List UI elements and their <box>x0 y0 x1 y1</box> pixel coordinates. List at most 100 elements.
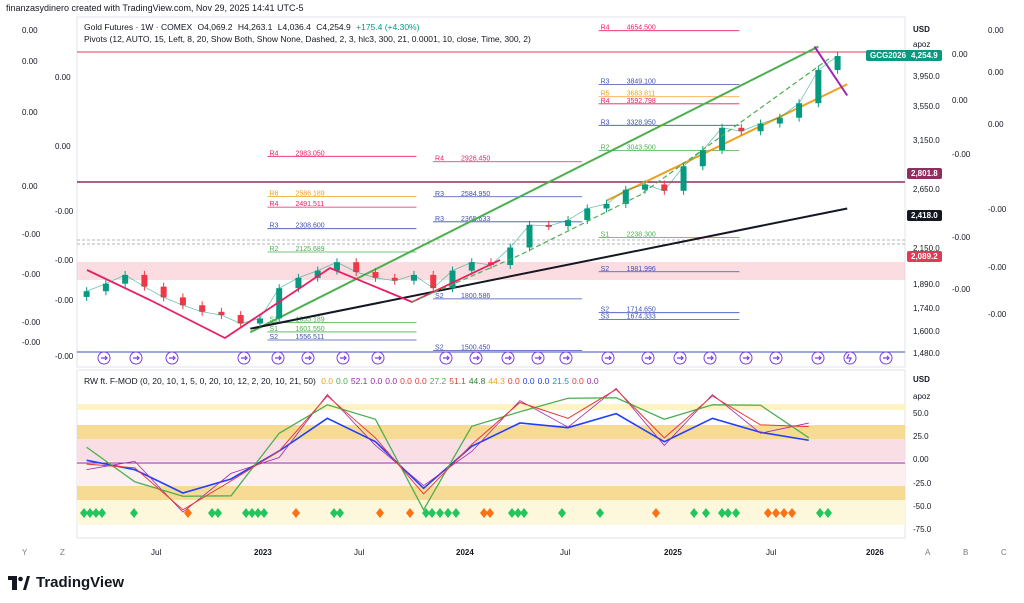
pivot-value: 1601.550 <box>295 326 324 333</box>
osc-marker <box>406 508 414 518</box>
osc-legend-value: 0.0 <box>370 376 383 386</box>
pivot-tag: R4 <box>601 98 610 105</box>
osc-marker <box>444 508 452 518</box>
candle-body <box>314 270 321 278</box>
signal-arrow-glyph <box>815 355 822 361</box>
signal-arrow-glyph <box>305 355 312 361</box>
pivot-value: 3043.500 <box>627 145 656 152</box>
osc-legend-value: 0.0 <box>586 376 599 386</box>
pivot-value: 2491.511 <box>295 201 324 208</box>
candle-body <box>468 262 475 271</box>
osc-legend-value: 52.1 <box>350 376 368 386</box>
signal-arrows <box>97 351 893 365</box>
signal-arrow-glyph <box>169 355 176 361</box>
price-tick: 2,650.0 <box>913 184 940 194</box>
pivot-tag: R3 <box>601 78 610 85</box>
price-badge-value: 2,418.0 <box>907 209 942 221</box>
candle-body <box>622 189 629 204</box>
osc-marker <box>718 508 726 518</box>
trendline[interactable] <box>249 45 819 334</box>
pivot-tag: S2 <box>269 334 278 341</box>
pivot-value: 2983.050 <box>295 150 324 157</box>
trendlines <box>249 45 849 334</box>
candle-body <box>102 283 109 292</box>
osc-marker <box>98 508 106 518</box>
price-badge-value: 2,801.8 <box>907 168 942 179</box>
pivot-tag: R2 <box>601 145 610 152</box>
candle-body <box>661 184 668 191</box>
time-label: 2023 <box>254 548 272 557</box>
pivot-value: 1674.333 <box>627 313 656 320</box>
side-label-left: -0.00 <box>55 256 74 265</box>
candle-body <box>276 288 283 319</box>
osc-tick: 0.00 <box>913 455 929 465</box>
price-tick: 1,890.0 <box>913 280 940 290</box>
signal-arrow-glyph <box>645 355 652 361</box>
osc-legend-value: 0.0 <box>537 376 550 386</box>
side-label-right: -0.00 <box>952 150 971 159</box>
signal-arrow-glyph <box>846 353 852 363</box>
tradingview-logo[interactable]: TradingView <box>8 574 124 591</box>
osc-marker <box>214 508 222 518</box>
osc-legend-value: 0.0 <box>414 376 427 386</box>
candle-body <box>199 305 206 312</box>
osc-legend-value: 27.2 <box>429 376 447 386</box>
time-label: 2025 <box>664 548 682 557</box>
osc-marker <box>336 508 344 518</box>
side-label-left: -0.00 <box>55 296 74 305</box>
osc-marker <box>788 508 796 518</box>
candle-body <box>295 277 302 289</box>
osc-marker <box>702 508 710 518</box>
pivot-tag: S2 <box>435 344 444 351</box>
osc-tick: -75.0 <box>913 525 932 535</box>
time-label: Jul <box>560 548 571 557</box>
pivot-tag: R5 <box>601 91 610 98</box>
price-tick: 1,600.0 <box>913 327 940 337</box>
signal-arrow-glyph <box>275 355 282 361</box>
pivot-tag: S3 <box>601 313 610 320</box>
osc-tick: -25.0 <box>913 478 932 488</box>
candle-body <box>410 274 417 281</box>
signal-arrow-glyph <box>773 355 780 361</box>
candle-body <box>449 270 456 289</box>
time-label: Jul <box>354 548 365 557</box>
signal-arrow-glyph <box>473 355 480 361</box>
osc-marker <box>772 508 780 518</box>
pivot-tag: R3 <box>435 191 444 198</box>
osc-legend-value: 0.0 <box>385 376 398 386</box>
osc-marker <box>330 508 338 518</box>
side-label-right: -0.00 <box>988 205 1007 214</box>
candle-body <box>507 247 514 265</box>
price-tick: 3,150.0 <box>913 135 940 145</box>
pivot-value: 2584.950 <box>461 191 490 198</box>
osc-marker <box>184 508 192 518</box>
osc-marker <box>764 508 772 518</box>
candle-body <box>719 127 726 151</box>
side-label-left: 0.00 <box>55 73 71 82</box>
side-label-right: 0.00 <box>988 68 1004 77</box>
pivot-tag: S1 <box>601 231 610 238</box>
oscillator-series <box>86 387 810 513</box>
signal-arrow-glyph <box>101 355 108 361</box>
candle-body <box>333 262 340 271</box>
trendline[interactable] <box>250 207 848 330</box>
pivot-tag: R4 <box>269 201 278 208</box>
price-tick: 2,150.0 <box>913 243 940 253</box>
candle-body <box>218 311 225 316</box>
pivot-tag: S1 <box>269 326 278 333</box>
osc-axis-currency: USD <box>913 375 930 384</box>
signal-arrow-glyph <box>605 355 612 361</box>
trendline[interactable] <box>813 46 849 97</box>
candle-body <box>776 117 783 124</box>
pivot-value: 3592.798 <box>627 98 656 105</box>
osc-marker <box>422 508 430 518</box>
trendline[interactable] <box>606 83 848 202</box>
time-label: 2024 <box>456 548 474 557</box>
legend-line-1: Gold Futures · 1W · COMEX O4,069.2 H4,26… <box>84 22 422 32</box>
chart-canvas[interactable]: R4 4654.500 R3 3849.100 R5 3683.811 R4 3592.798… <box>0 14 1024 563</box>
candle-body <box>160 286 167 298</box>
signal-arrow-glyph <box>340 355 347 361</box>
osc-marker <box>86 508 94 518</box>
osc-legend-value: 51.1 <box>449 376 466 386</box>
osc-tick: 50.0 <box>913 408 929 418</box>
